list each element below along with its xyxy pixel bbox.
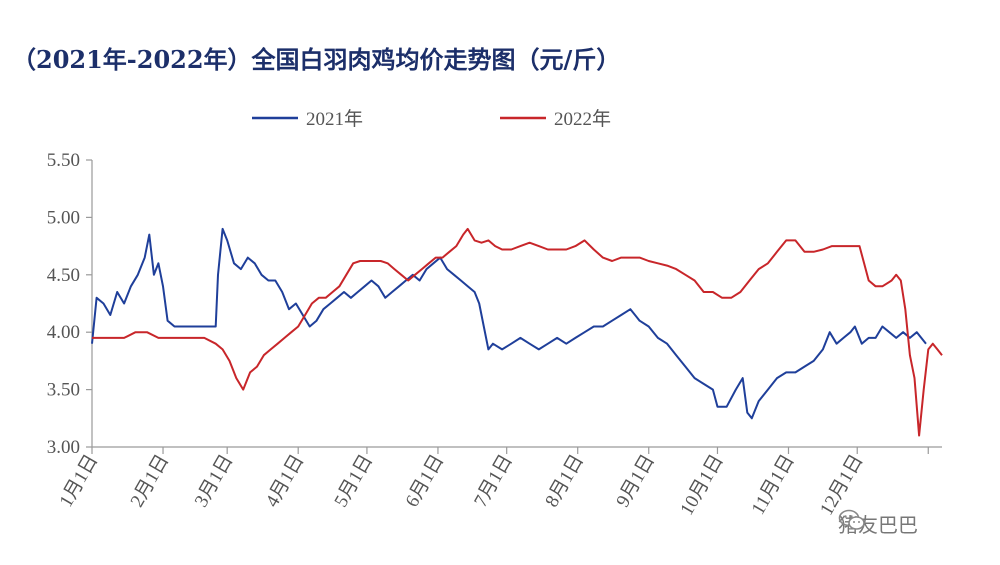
x-tick-label: 11月1日 bbox=[748, 451, 799, 518]
x-tick-label: 5月1日 bbox=[331, 451, 378, 511]
series-layer bbox=[91, 227, 943, 437]
x-tick-label: 1月1日 bbox=[56, 451, 103, 511]
x-tick-label: 8月1日 bbox=[541, 451, 588, 511]
legend-label: 2021年 bbox=[306, 108, 363, 130]
legend-label: 2022年 bbox=[554, 108, 611, 130]
y-tick-label: 5.00 bbox=[47, 207, 80, 228]
series-line-2021 bbox=[91, 227, 927, 420]
y-tick-label: 4.50 bbox=[47, 265, 80, 286]
x-tick-label: 2月1日 bbox=[127, 451, 174, 511]
series-line-2022 bbox=[92, 227, 943, 437]
x-tick-label: 10月1日 bbox=[676, 451, 727, 519]
axes: 3.00 3.50 4.00 4.50 5.00 5.50 1月1日 2月1日 3月1日 4月1日… bbox=[47, 150, 942, 519]
x-tick-label: 9月1日 bbox=[612, 451, 659, 511]
watermark: 猪友巴巴 bbox=[838, 509, 918, 538]
y-tick-label: 3.00 bbox=[47, 437, 80, 458]
x-tick-label: 4月1日 bbox=[262, 451, 309, 511]
y-tick-label: 4.00 bbox=[47, 322, 80, 343]
wechat-icon bbox=[838, 509, 865, 530]
legend: 2021年 2022年 bbox=[252, 108, 611, 130]
y-tick-label: 5.50 bbox=[47, 150, 80, 171]
y-tick-label: 3.50 bbox=[47, 380, 80, 401]
x-tick-label: 3月1日 bbox=[191, 451, 238, 511]
chart-title: （2021年-2022年）全国白羽肉鸡均价走势图（元/斤） bbox=[12, 45, 621, 74]
x-tick-label: 7月1日 bbox=[470, 451, 517, 511]
x-tick-label: 6月1日 bbox=[402, 451, 449, 511]
